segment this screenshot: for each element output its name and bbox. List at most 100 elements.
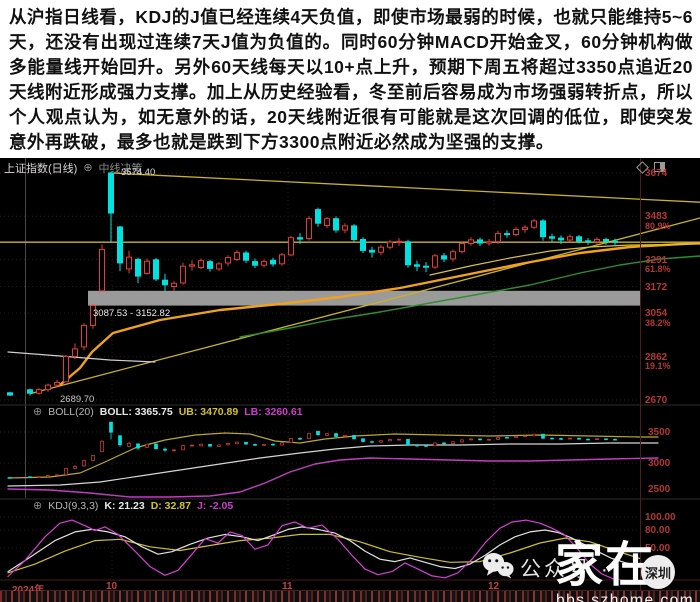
candle-body <box>477 239 483 244</box>
axis-label: 19.1% <box>645 361 671 372</box>
candle-body <box>567 236 573 241</box>
candle-body <box>459 243 465 253</box>
boll-indicator-name: BOLL(20) <box>48 406 94 418</box>
axis-label: 3172 <box>645 281 668 293</box>
candle-body <box>585 240 591 243</box>
mini-candle-body <box>433 442 437 447</box>
candle-body <box>171 282 177 288</box>
chart-header: 上证指数(日线) ⊕ 中线决策 <box>4 160 143 176</box>
corner-tools <box>636 160 665 174</box>
candle-body <box>315 209 321 224</box>
candle-body <box>45 384 51 391</box>
candle-body <box>378 246 384 253</box>
candle-body <box>405 241 411 266</box>
candle-body <box>117 226 123 264</box>
mini-candle-body <box>199 443 203 447</box>
mini-candle-body <box>325 433 329 436</box>
candle-body <box>306 218 312 240</box>
axis-label: 61.8% <box>645 264 671 275</box>
mini-candle-body <box>8 477 12 479</box>
mini-candle-body <box>73 466 77 469</box>
watermark-site: bbs.szhome.com <box>556 592 695 602</box>
candle-body <box>36 389 42 394</box>
mini-candle-body <box>280 442 284 446</box>
mini-candle-body <box>190 444 194 447</box>
axis-label: 12 <box>488 581 500 592</box>
watermark: 公众号 · 家在 深圳 bbs.szhome.com <box>0 540 700 602</box>
boll-upper-value: UB: 3470.89 <box>178 406 239 418</box>
candle-body <box>63 355 69 383</box>
kdj-settings-icon[interactable]: ⊕ <box>33 499 43 512</box>
mini-candle-body <box>208 444 212 447</box>
mini-candle-body <box>406 439 410 446</box>
candle-body <box>189 264 195 267</box>
candle-body <box>468 239 474 245</box>
candle-body <box>387 241 393 248</box>
mini-candle-body <box>613 438 617 441</box>
mini-candle-body <box>307 433 311 439</box>
candle-body <box>108 172 114 214</box>
mini-candle-body <box>100 440 104 453</box>
candle-body <box>90 305 96 326</box>
mini-candle-body <box>55 474 59 477</box>
mini-candle-body <box>91 455 95 461</box>
axis-label: 10 <box>106 581 118 592</box>
axis-label: 2500 <box>648 484 671 495</box>
candle-body <box>495 233 501 243</box>
mini-candle-body <box>226 443 230 446</box>
candle-body <box>576 236 582 242</box>
mini-candle-body <box>28 476 32 478</box>
mini-candle-body <box>172 449 176 452</box>
candle-body <box>261 261 267 266</box>
mini-candle-body <box>37 476 41 478</box>
panel-toggle-icon[interactable] <box>654 162 665 172</box>
candle-body <box>99 248 105 292</box>
mini-candle-body <box>559 438 563 440</box>
axis-label: 3000 <box>648 458 671 469</box>
candle-body <box>81 324 87 348</box>
mini-candle-body <box>334 433 338 437</box>
candle-body <box>594 239 600 243</box>
candle-body <box>270 259 276 265</box>
boll-header: ⊕ BOLL(20) BOLL: 3365.75 UB: 3470.89 LB:… <box>33 406 303 418</box>
mini-candle-body <box>451 441 455 445</box>
mini-candle-body <box>442 442 446 445</box>
indicator-settings-icon[interactable]: ⊕ <box>83 161 93 174</box>
mini-candle-body <box>298 438 302 440</box>
candle-body <box>198 260 204 268</box>
candle-body <box>297 237 303 240</box>
candle-body <box>54 381 60 386</box>
mini-candle-body <box>361 438 365 442</box>
candle-body <box>351 225 357 241</box>
candle-body <box>486 241 492 244</box>
kdj-d-value: D: 32.87 <box>150 500 191 512</box>
candle-body <box>252 261 258 266</box>
mini-candle-body <box>568 437 572 440</box>
axis-label: 3291 <box>645 254 668 266</box>
mini-candle-body <box>397 438 401 441</box>
low-price-label: 2689.70 <box>60 394 95 405</box>
candle-body <box>432 255 438 268</box>
candle-body <box>513 229 519 235</box>
mini-candle-body <box>460 439 464 443</box>
candle-body <box>216 263 222 270</box>
chart-canvas[interactable] <box>0 158 700 602</box>
mini-candle-body <box>352 435 356 440</box>
chart-mode-label: 中线决策 <box>98 163 143 175</box>
mini-candle-body <box>343 435 347 437</box>
mini-candle-body <box>478 438 482 441</box>
kdj-j-value: J: -2.05 <box>196 500 234 512</box>
candle-body <box>396 240 402 243</box>
watermark-badge: 深圳 <box>641 555 675 589</box>
mini-candle-body <box>271 443 275 446</box>
candle-body <box>135 258 141 277</box>
mini-candle-body <box>505 437 509 439</box>
boll-settings-icon[interactable]: ⊕ <box>33 405 43 418</box>
ma20-curve <box>429 243 700 276</box>
mini-candle-body <box>496 437 500 440</box>
axis-label: 11 <box>282 581 293 592</box>
support-zone <box>88 290 641 306</box>
candle-body <box>243 252 249 261</box>
kdj-indicator-name: KDJ(9,3,3) <box>48 500 99 512</box>
mini-candle-body <box>316 430 320 436</box>
